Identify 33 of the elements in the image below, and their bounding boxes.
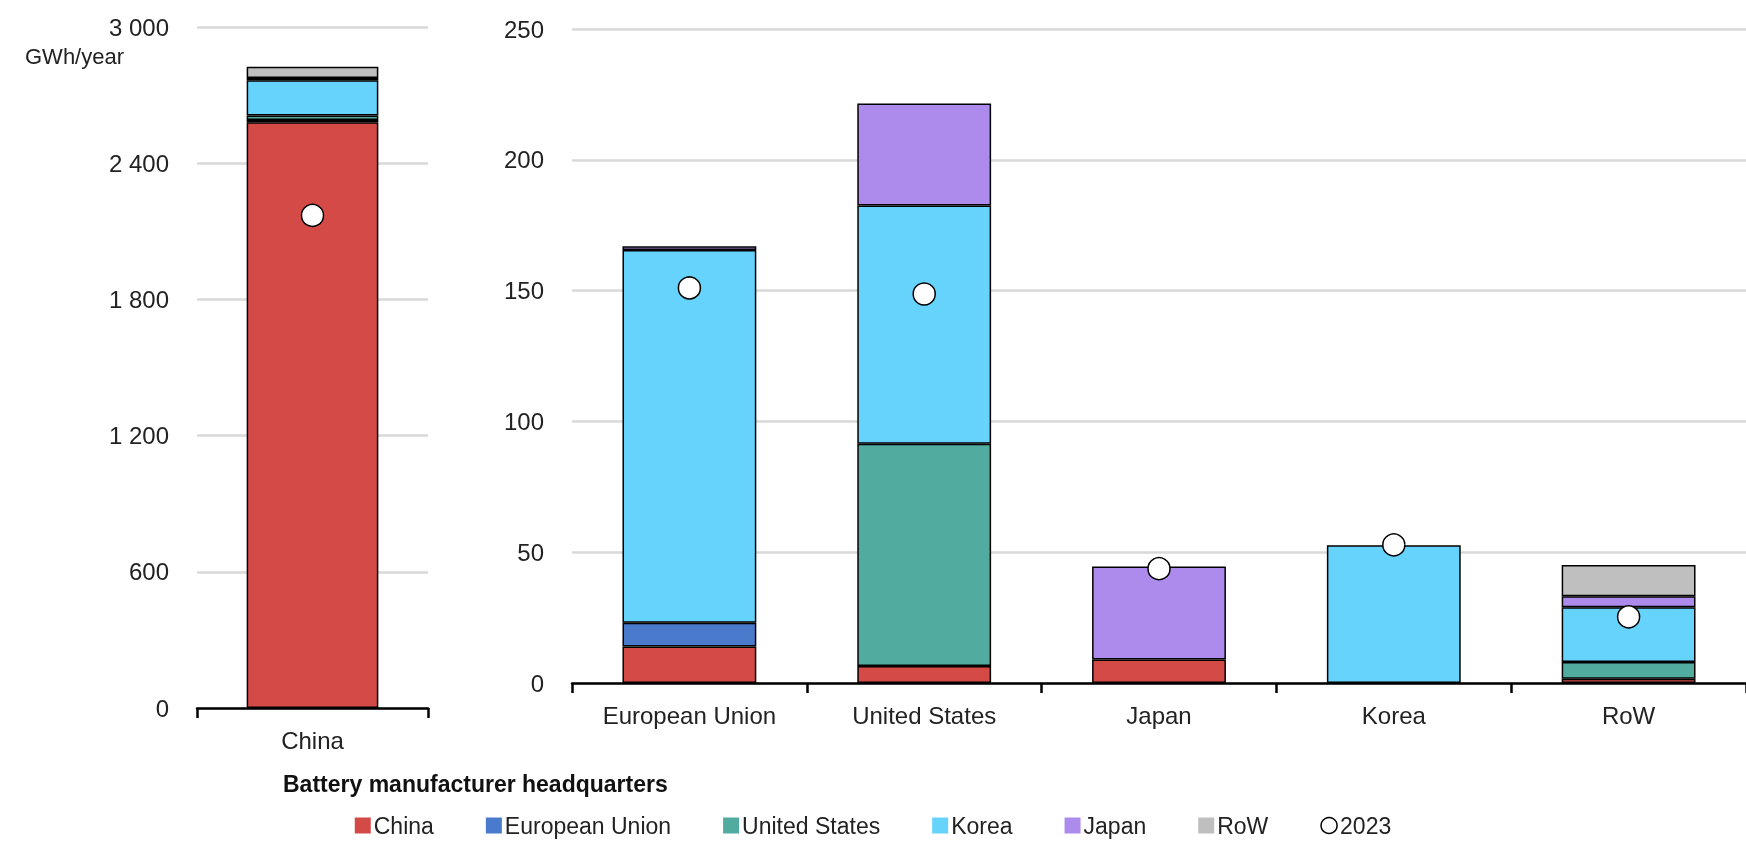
legend-label: 2023 — [1340, 812, 1392, 839]
x-tick-label: Japan — [1126, 701, 1192, 729]
y-tick-label: 2 400 — [108, 149, 169, 177]
y-tick-label: 150 — [503, 277, 544, 305]
legend-label: Japan — [1083, 812, 1147, 839]
legend-label: RoW — [1217, 812, 1269, 839]
point — [1382, 533, 1406, 557]
x-tick-label: European Union — [602, 701, 777, 729]
legend-label: Korea — [951, 812, 1013, 839]
point — [677, 276, 702, 300]
point — [1147, 556, 1171, 581]
point — [912, 282, 936, 306]
y-tick-label: 600 — [128, 558, 169, 586]
y-tick-label: 200 — [503, 146, 544, 174]
y-tick-label: 50 — [517, 538, 544, 566]
bar — [246, 66, 379, 79]
bar — [246, 80, 379, 116]
x-tick-label: RoW — [1601, 701, 1656, 729]
y-tick-label: 1 200 — [108, 422, 169, 450]
x-tick-label: United States — [852, 701, 997, 729]
y-tick-label: 250 — [503, 15, 544, 43]
legend-label: European Union — [504, 812, 672, 839]
y-tick-label: 0 — [155, 694, 169, 722]
y-tick-label: 0 — [530, 669, 544, 697]
x-tick-label: Korea — [1361, 701, 1427, 729]
y-axis-title: GWh/year — [25, 43, 125, 69]
y-tick-label: 100 — [503, 407, 544, 435]
point — [1616, 605, 1641, 629]
y-tick-label: 3 000 — [108, 13, 169, 41]
legend-label: United States — [742, 812, 881, 839]
legend-title: Battery manufacturer headquarters — [283, 770, 668, 797]
legend-label: China — [373, 812, 435, 839]
y-tick-label: 1 800 — [108, 285, 169, 313]
